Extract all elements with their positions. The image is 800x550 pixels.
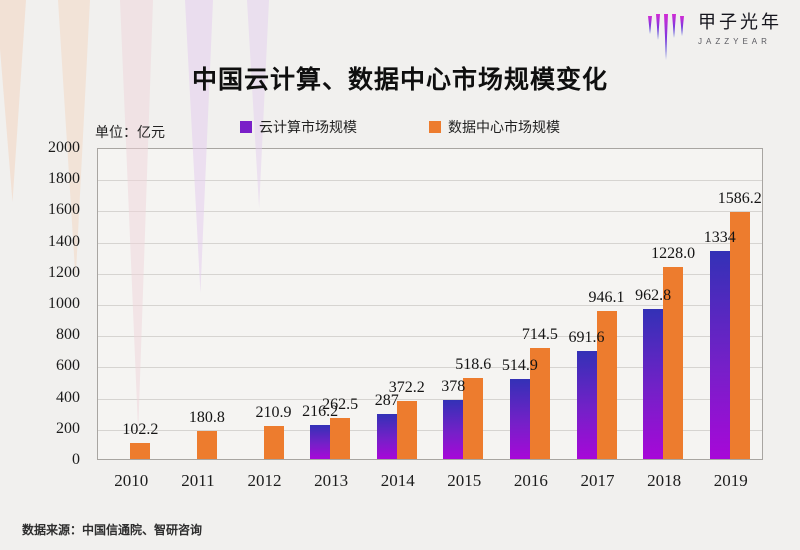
x-tick-label: 2015 xyxy=(447,471,482,490)
logo-brand-name: 甲子光年 xyxy=(698,12,782,32)
plot-area: 102.2 2010 180.8 2011 210.9 2012 216.2 262.5 201… xyxy=(97,148,763,490)
legend: 云计算市场规模 数据中心市场规模 xyxy=(0,117,800,137)
legend-item-cloud: 云计算市场规模 xyxy=(240,117,357,137)
gridline xyxy=(98,273,762,275)
source-note: 数据来源：中国信通院、智研咨询 xyxy=(22,523,203,537)
brand-logo: 甲子光年 JAZZYEAR xyxy=(646,8,782,66)
legend-swatch-cloud xyxy=(240,121,252,133)
x-tick-label: 2010 xyxy=(114,471,149,490)
y-tick-label: 800 xyxy=(56,326,80,344)
y-tick-label: 600 xyxy=(56,357,80,375)
bar-dc-2010 xyxy=(130,443,151,459)
value-label-dc-2015: 518.6 xyxy=(455,356,492,374)
logo-bars-icon xyxy=(646,10,688,66)
bar-dc-2017 xyxy=(596,311,617,459)
x-tick-label: 2013 xyxy=(314,471,349,490)
bar-cloud-2014 xyxy=(376,414,397,459)
value-label-dc-2018: 1228.0 xyxy=(651,245,696,263)
legend-label-datacenter: 数据中心市场规模 xyxy=(448,121,560,136)
x-tick-label: 2012 xyxy=(247,471,282,490)
y-tick-label: 400 xyxy=(56,388,80,406)
x-tick-label: 2018 xyxy=(647,471,682,490)
value-label-dc-2019: 1586.2 xyxy=(717,189,762,207)
value-label-cloud-2013: 216.2 xyxy=(302,403,339,421)
logo-brand-subtitle: JAZZYEAR xyxy=(698,37,771,46)
value-label-dc-2013: 262.5 xyxy=(322,396,359,414)
bar-cloud-2013 xyxy=(310,425,331,459)
value-label-cloud-2018: 962.8 xyxy=(635,286,672,304)
value-label-cloud-2019: 1334 xyxy=(703,228,736,246)
y-tick-label: 2000 xyxy=(48,139,80,156)
y-axis: 0 200 400 600 800 1000 1200 1400 1600 1800 2000 xyxy=(0,139,90,468)
value-label-dc-2014: 372.2 xyxy=(388,378,425,396)
value-label-dc-2017: 946.1 xyxy=(588,289,625,307)
y-tick-label: 1800 xyxy=(48,170,80,188)
legend-swatch-datacenter xyxy=(429,121,441,133)
value-label-cloud-2017: 691.6 xyxy=(568,329,605,347)
value-label-cloud-2014: 287 xyxy=(374,392,399,410)
bar-dc-2011 xyxy=(196,430,217,459)
gridline xyxy=(98,367,762,369)
gridline xyxy=(98,398,762,400)
value-label-cloud-2016: 514.9 xyxy=(501,356,538,374)
bar-cloud-2015 xyxy=(443,400,464,459)
x-tick-label: 2017 xyxy=(580,471,615,490)
bar-cloud-2019 xyxy=(709,250,730,459)
gridline xyxy=(98,242,762,244)
x-tick-label: 2019 xyxy=(713,471,748,490)
gridline xyxy=(98,429,762,431)
bar-cloud-2018 xyxy=(643,308,664,459)
bar-dc-2016 xyxy=(529,347,550,459)
logo-text: 甲子光年 JAZZYEAR xyxy=(698,8,782,46)
value-label-dc-2012: 210.9 xyxy=(255,404,292,422)
y-tick-label: 1200 xyxy=(48,263,80,281)
y-tick-label: 200 xyxy=(56,419,80,437)
value-label-cloud-2015: 378 xyxy=(441,378,466,396)
value-label-dc-2011: 180.8 xyxy=(188,408,225,426)
x-tick-label: 2011 xyxy=(181,471,215,490)
legend-item-datacenter: 数据中心市场规模 xyxy=(429,117,560,137)
y-tick-label: 1600 xyxy=(48,201,80,219)
bar-cloud-2016 xyxy=(509,378,530,459)
value-label-dc-2016: 714.5 xyxy=(521,325,558,343)
gridline xyxy=(98,211,762,213)
y-tick-label: 1000 xyxy=(48,295,80,312)
gridline xyxy=(98,305,762,306)
bar-dc-2012 xyxy=(263,426,284,459)
y-tick-label: 1400 xyxy=(48,232,80,250)
gridline xyxy=(98,336,762,338)
y-tick-label: 0 xyxy=(72,451,80,468)
gridline xyxy=(98,180,762,182)
bar-dc-2015 xyxy=(463,378,484,459)
legend-label-cloud: 云计算市场规模 xyxy=(259,121,357,136)
x-tick-label: 2016 xyxy=(513,471,548,490)
bar-cloud-2017 xyxy=(576,351,597,459)
bar-dc-2014 xyxy=(396,400,417,459)
bar-dc-2013 xyxy=(330,418,351,459)
bar-dc-2019 xyxy=(729,211,750,459)
bar-dc-2018 xyxy=(663,267,684,459)
x-tick-label: 2014 xyxy=(380,471,415,490)
